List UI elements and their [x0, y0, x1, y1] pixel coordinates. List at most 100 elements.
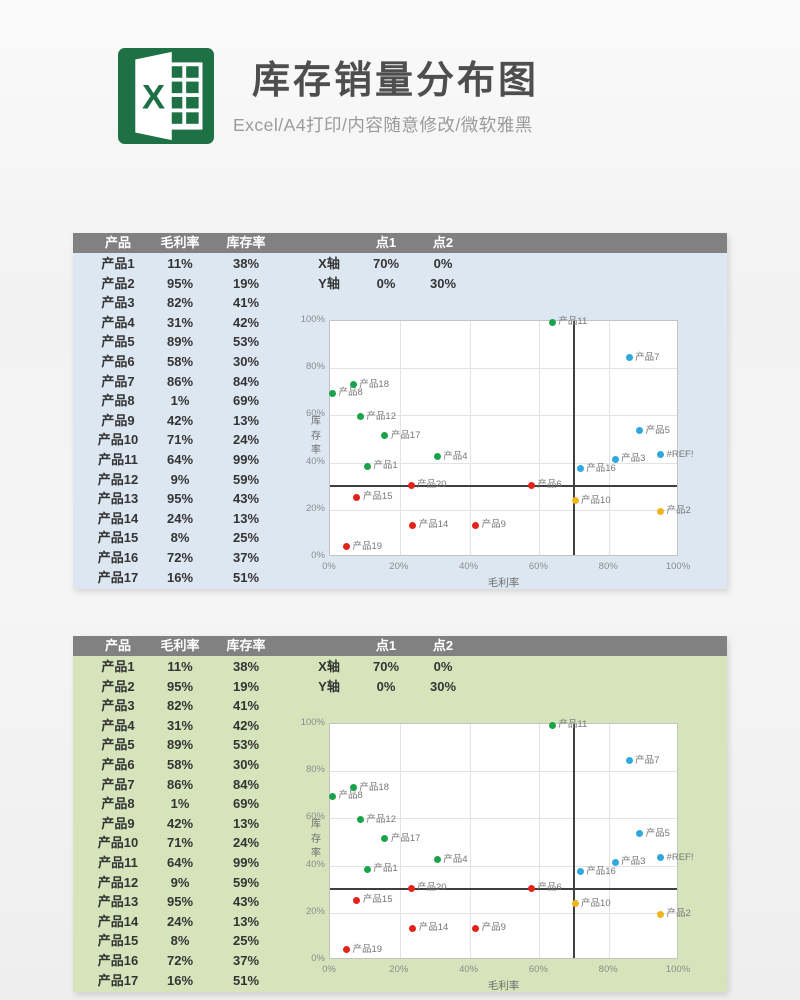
cell-inventory[interactable]: 25% — [232, 933, 260, 949]
cell-margin[interactable]: 71% — [166, 432, 194, 448]
cell-margin[interactable]: 9% — [170, 874, 190, 890]
cell-inventory[interactable]: 99% — [232, 855, 260, 870]
cell-inventory[interactable]: 53% — [232, 334, 260, 350]
cell-margin[interactable]: 11% — [167, 256, 193, 271]
cell-inventory[interactable]: 19% — [232, 275, 260, 291]
cell-inventory[interactable]: 30% — [232, 757, 260, 772]
cell-margin[interactable]: 24% — [166, 510, 194, 526]
cell-product[interactable]: 产品17 — [97, 569, 139, 585]
cell-inventory[interactable]: 24% — [232, 432, 260, 448]
cell-product[interactable]: 产品9 — [101, 815, 135, 831]
cell-product[interactable]: 产品10 — [97, 835, 139, 851]
cell-product[interactable]: 产品9 — [101, 412, 135, 428]
cell-product[interactable]: 产品15 — [97, 933, 139, 949]
cell-margin[interactable]: 24% — [166, 913, 194, 929]
cell-margin[interactable]: 64% — [166, 452, 194, 467]
cell-product[interactable]: 产品2 — [101, 275, 135, 291]
cell-axis-label[interactable]: Y轴 — [318, 678, 340, 694]
cell-inventory[interactable]: 25% — [232, 530, 260, 546]
cell-inventory[interactable]: 69% — [232, 393, 260, 409]
cell-margin[interactable]: 16% — [166, 569, 194, 585]
cell-axis-label[interactable]: X轴 — [318, 256, 340, 271]
cell-inventory[interactable]: 41% — [232, 295, 260, 311]
cell-margin[interactable]: 8% — [170, 530, 190, 546]
cell-product[interactable]: 产品14 — [97, 913, 139, 929]
cell-product[interactable]: 产品10 — [97, 432, 139, 448]
cell-margin[interactable]: 1% — [170, 393, 190, 409]
cell-product[interactable]: 产品8 — [101, 393, 135, 409]
cell-product[interactable]: 产品11 — [98, 452, 138, 467]
cell-margin[interactable]: 72% — [166, 550, 194, 565]
cell-margin[interactable]: 8% — [170, 933, 190, 949]
cell-margin[interactable]: 89% — [166, 737, 194, 753]
cell-point1-value[interactable]: 70% — [372, 256, 400, 271]
cell-inventory[interactable]: 51% — [232, 569, 260, 585]
cell-axis-label[interactable]: Y轴 — [318, 275, 340, 291]
cell-product[interactable]: 产品4 — [101, 314, 135, 330]
cell-margin[interactable]: 95% — [166, 491, 194, 507]
cell-inventory[interactable]: 42% — [232, 314, 260, 330]
cell-inventory[interactable]: 51% — [232, 972, 260, 988]
cell-inventory[interactable]: 37% — [232, 550, 260, 565]
cell-point2-value[interactable]: 30% — [429, 678, 457, 694]
cell-product[interactable]: 产品11 — [98, 855, 138, 870]
cell-product[interactable]: 产品8 — [101, 796, 135, 812]
cell-product[interactable]: 产品1 — [101, 256, 135, 271]
cell-product[interactable]: 产品3 — [101, 698, 135, 714]
cell-margin[interactable]: 86% — [166, 776, 194, 792]
cell-product[interactable]: 产品14 — [97, 510, 139, 526]
cell-product[interactable]: 产品16 — [97, 953, 139, 968]
cell-point1-value[interactable]: 70% — [372, 659, 400, 674]
cell-margin[interactable]: 42% — [166, 412, 194, 428]
cell-inventory[interactable]: 59% — [232, 471, 260, 487]
cell-inventory[interactable]: 43% — [232, 894, 260, 910]
cell-inventory[interactable]: 38% — [232, 256, 260, 271]
cell-margin[interactable]: 31% — [166, 314, 194, 330]
cell-margin[interactable]: 95% — [166, 275, 194, 291]
cell-inventory[interactable]: 24% — [232, 835, 260, 851]
cell-product[interactable]: 产品12 — [97, 471, 139, 487]
cell-point1-value[interactable]: 0% — [376, 678, 396, 694]
cell-inventory[interactable]: 84% — [232, 373, 260, 389]
cell-margin[interactable]: 16% — [166, 972, 194, 988]
cell-product[interactable]: 产品5 — [101, 737, 135, 753]
cell-margin[interactable]: 31% — [166, 717, 194, 733]
cell-inventory[interactable]: 99% — [232, 452, 260, 467]
cell-product[interactable]: 产品17 — [97, 972, 139, 988]
cell-point2-value[interactable]: 30% — [429, 275, 457, 291]
cell-inventory[interactable]: 37% — [232, 953, 260, 968]
cell-product[interactable]: 产品7 — [101, 373, 135, 389]
cell-inventory[interactable]: 30% — [232, 354, 260, 369]
cell-margin[interactable]: 82% — [166, 295, 194, 311]
cell-product[interactable]: 产品13 — [97, 894, 139, 910]
cell-margin[interactable]: 9% — [170, 471, 190, 487]
cell-margin[interactable]: 72% — [166, 953, 194, 968]
cell-margin[interactable]: 58% — [166, 757, 194, 772]
cell-product[interactable]: 产品13 — [97, 491, 139, 507]
cell-margin[interactable]: 42% — [166, 815, 194, 831]
cell-inventory[interactable]: 53% — [232, 737, 260, 753]
cell-point2-value[interactable]: 0% — [433, 256, 453, 271]
cell-margin[interactable]: 86% — [166, 373, 194, 389]
cell-product[interactable]: 产品6 — [101, 354, 135, 369]
cell-margin[interactable]: 64% — [166, 855, 194, 870]
cell-product[interactable]: 产品7 — [101, 776, 135, 792]
cell-product[interactable]: 产品12 — [97, 874, 139, 890]
cell-inventory[interactable]: 13% — [232, 815, 260, 831]
cell-inventory[interactable]: 13% — [232, 913, 260, 929]
cell-inventory[interactable]: 69% — [232, 796, 260, 812]
cell-inventory[interactable]: 13% — [232, 412, 260, 428]
cell-inventory[interactable]: 13% — [232, 510, 260, 526]
cell-axis-label[interactable]: X轴 — [318, 659, 340, 674]
cell-point1-value[interactable]: 0% — [376, 275, 396, 291]
cell-product[interactable]: 产品3 — [101, 295, 135, 311]
cell-product[interactable]: 产品5 — [101, 334, 135, 350]
cell-margin[interactable]: 95% — [166, 678, 194, 694]
cell-inventory[interactable]: 84% — [232, 776, 260, 792]
cell-product[interactable]: 产品4 — [101, 717, 135, 733]
cell-inventory[interactable]: 42% — [232, 717, 260, 733]
cell-point2-value[interactable]: 0% — [433, 659, 453, 674]
cell-margin[interactable]: 11% — [167, 659, 193, 674]
cell-margin[interactable]: 95% — [166, 894, 194, 910]
cell-inventory[interactable]: 38% — [232, 659, 260, 674]
